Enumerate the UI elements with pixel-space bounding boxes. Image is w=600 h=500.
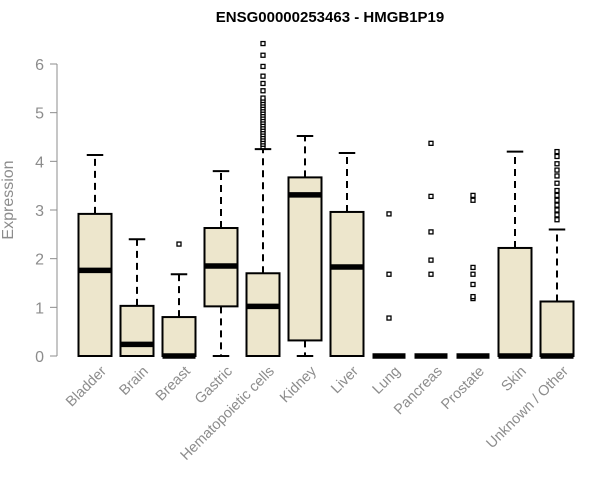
outlier-point xyxy=(554,148,560,155)
box-11 xyxy=(539,148,575,359)
box-0 xyxy=(77,154,113,357)
x-tick-label: Bladder xyxy=(63,363,110,410)
outlier-point xyxy=(470,271,476,277)
box-4 xyxy=(245,40,281,357)
x-tick-label: Breast xyxy=(153,364,194,405)
outlier-point xyxy=(260,88,266,94)
box-body xyxy=(539,300,575,358)
outlier-point xyxy=(428,193,434,200)
outlier-point xyxy=(554,153,560,160)
outlier-point xyxy=(554,173,560,179)
x-tick-label: Liver xyxy=(328,363,362,397)
y-tick-label: 2 xyxy=(35,252,44,269)
outlier-point xyxy=(260,63,266,70)
x-tick-label: Lung xyxy=(370,364,404,398)
box-body xyxy=(497,246,533,358)
box-1 xyxy=(119,238,155,357)
outlier-point xyxy=(260,52,266,58)
box-body xyxy=(287,176,323,342)
y-tick-label: 3 xyxy=(35,203,44,220)
y-tick-label: 5 xyxy=(35,106,44,123)
chart-title: ENSG00000253463 - HMGB1P19 xyxy=(216,9,444,26)
outlier-point xyxy=(428,271,434,277)
box-5 xyxy=(287,135,323,357)
outlier-point xyxy=(554,161,560,167)
outlier-point xyxy=(554,197,560,203)
outlier-point xyxy=(260,73,266,79)
box-6 xyxy=(329,152,365,357)
y-tick-label: 6 xyxy=(35,57,44,74)
box-body xyxy=(119,304,155,357)
box-body xyxy=(329,210,365,357)
outlier-point xyxy=(386,315,392,321)
outlier-point xyxy=(554,207,560,213)
y-tick-label: 1 xyxy=(35,300,44,317)
box-series xyxy=(77,40,575,359)
outlier-point xyxy=(260,40,266,47)
box-body xyxy=(77,212,113,357)
outlier-point xyxy=(470,293,476,300)
outlier-point xyxy=(554,217,560,223)
outlier-point xyxy=(176,241,182,247)
y-axis: 0 1 2 3 4 5 6 xyxy=(35,57,58,366)
box-9 xyxy=(456,192,490,359)
outlier-point xyxy=(554,202,560,208)
x-tick-label: Brain xyxy=(117,364,152,399)
box-10 xyxy=(497,150,533,359)
outlier-point xyxy=(428,140,434,146)
x-tick-label: Kidney xyxy=(277,363,320,406)
outlier-point xyxy=(428,229,434,235)
y-tick-label: 0 xyxy=(35,349,44,366)
box-7 xyxy=(372,211,406,359)
y-tick-label: 4 xyxy=(35,154,44,171)
outlier-point xyxy=(470,192,476,199)
x-tick-label: Skin xyxy=(499,364,530,395)
outlier-point xyxy=(386,211,392,217)
box-3 xyxy=(203,170,239,357)
outlier-point xyxy=(554,167,560,173)
outlier-point xyxy=(554,192,560,199)
box-8 xyxy=(414,140,448,359)
box-2 xyxy=(161,241,197,359)
x-tick-label: Prostate xyxy=(438,364,487,413)
y-axis-label: Expression xyxy=(0,160,17,239)
outlier-point xyxy=(554,212,560,218)
outlier-point xyxy=(260,95,266,101)
outlier-point xyxy=(554,180,560,186)
box-body xyxy=(161,316,197,358)
outlier-point xyxy=(470,197,476,203)
outlier-point xyxy=(428,257,434,263)
outlier-point xyxy=(386,271,392,277)
outlier-point xyxy=(260,80,266,87)
outlier-point xyxy=(470,264,476,271)
outlier-point xyxy=(554,187,560,194)
box-body xyxy=(245,272,281,357)
outlier-point xyxy=(470,281,476,288)
